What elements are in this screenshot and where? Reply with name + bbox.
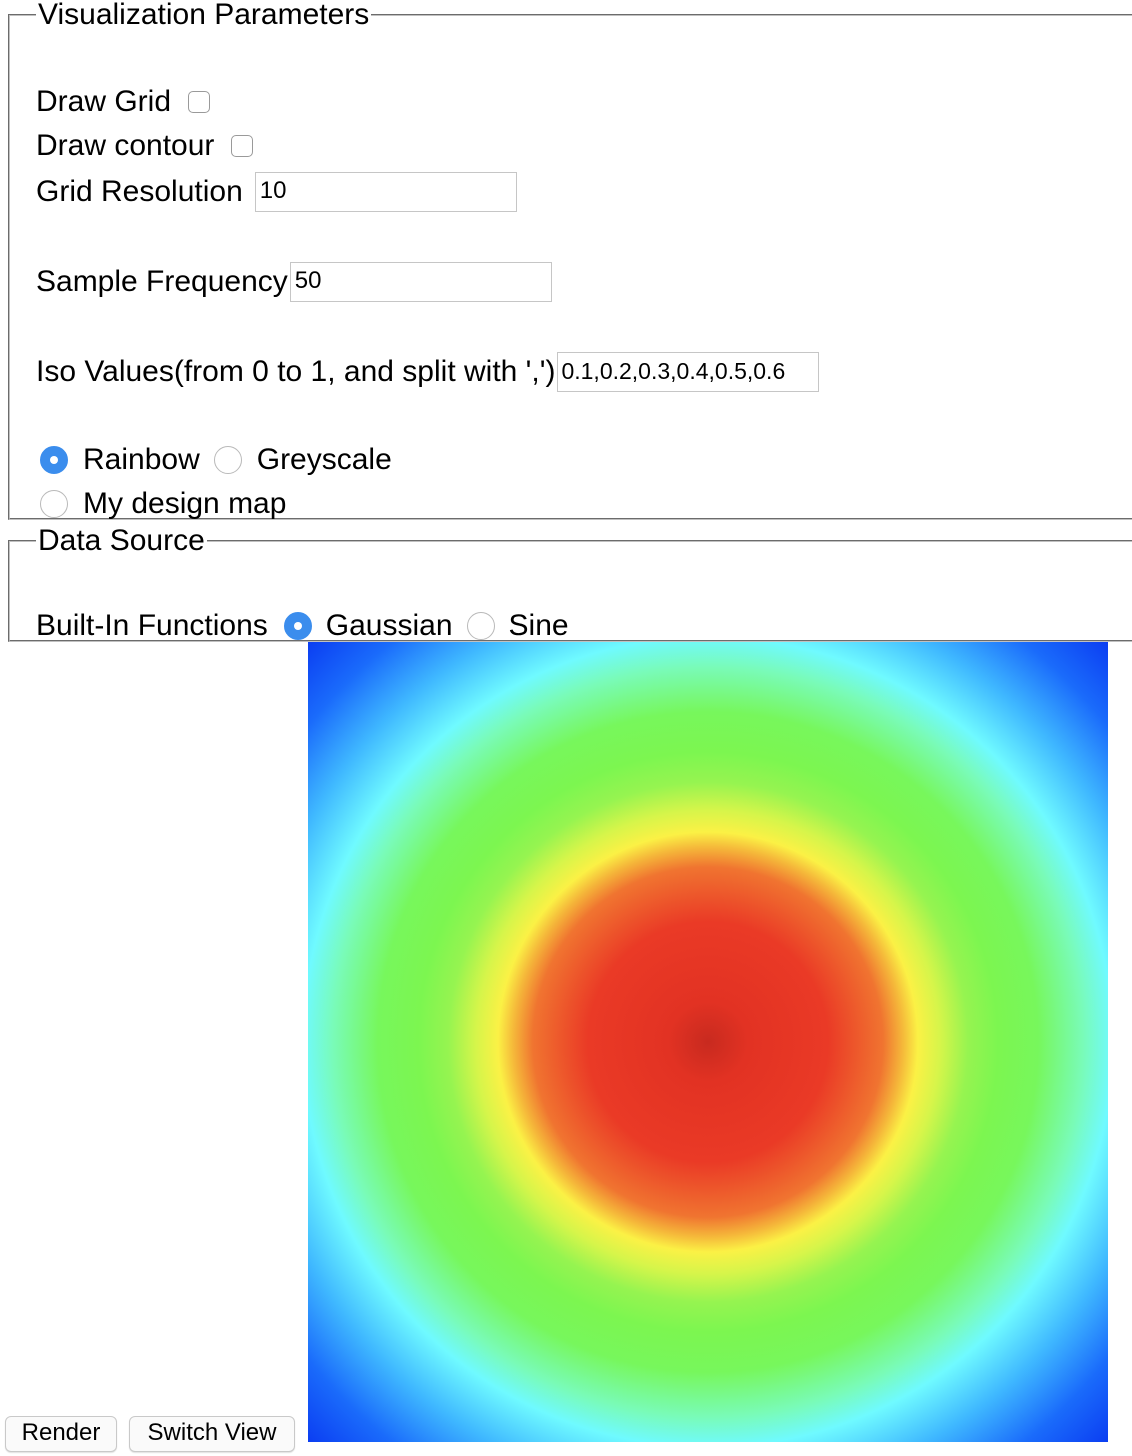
draw-contour-row: Draw contour: [36, 128, 254, 164]
colormap-row-2: My design map: [40, 486, 286, 522]
draw-contour-checkbox[interactable]: [231, 135, 254, 157]
data-source-panel: Data Source Built-In Functions Gaussian …: [8, 526, 1132, 642]
draw-grid-checkbox[interactable]: [188, 91, 211, 113]
gaussian-radio[interactable]: [283, 612, 312, 640]
sample-frequency-row: Sample Frequency 50: [36, 262, 552, 302]
switch-view-button[interactable]: Switch View: [129, 1416, 295, 1452]
grid-resolution-row: Grid Resolution 10: [36, 172, 517, 212]
colormap-row-1: Rainbow Greyscale: [40, 442, 392, 478]
sine-radio[interactable]: [466, 612, 495, 640]
render-button[interactable]: Render: [5, 1416, 117, 1452]
my-design-map-radio[interactable]: [40, 490, 68, 518]
greyscale-label: Greyscale: [256, 443, 392, 476]
iso-values-row: Iso Values(from 0 to 1, and split with '…: [36, 352, 820, 392]
greyscale-radio[interactable]: [213, 446, 242, 474]
grid-resolution-label: Grid Resolution: [36, 175, 243, 208]
draw-grid-row: Draw Grid: [36, 84, 211, 120]
grid-resolution-input[interactable]: 10: [254, 172, 517, 212]
iso-values-label: Iso Values(from 0 to 1, and split with '…: [36, 355, 556, 388]
visualization-parameters-panel: Visualization Parameters Draw Grid Draw …: [8, 0, 1132, 520]
rainbow-radio[interactable]: [40, 446, 68, 474]
sample-frequency-input[interactable]: 50: [289, 262, 552, 302]
draw-contour-label: Draw contour: [36, 129, 215, 162]
iso-values-input[interactable]: 0.1,0.2,0.3,0.4,0.5,0.6: [557, 352, 820, 392]
visualization-parameters-legend: Visualization Parameters: [38, 0, 370, 31]
visualization-canvas[interactable]: [308, 642, 1108, 1442]
builtin-functions-label: Built-In Functions: [36, 609, 268, 642]
my-design-map-label: My design map: [83, 487, 287, 520]
sine-label: Sine: [508, 609, 569, 642]
builtin-functions-row: Built-In Functions Gaussian Sine: [36, 608, 569, 644]
sample-frequency-label: Sample Frequency: [36, 265, 288, 298]
data-source-legend: Data Source: [38, 524, 205, 557]
rainbow-label: Rainbow: [83, 443, 200, 476]
draw-grid-label: Draw Grid: [36, 85, 172, 118]
gaussian-label: Gaussian: [325, 609, 453, 642]
